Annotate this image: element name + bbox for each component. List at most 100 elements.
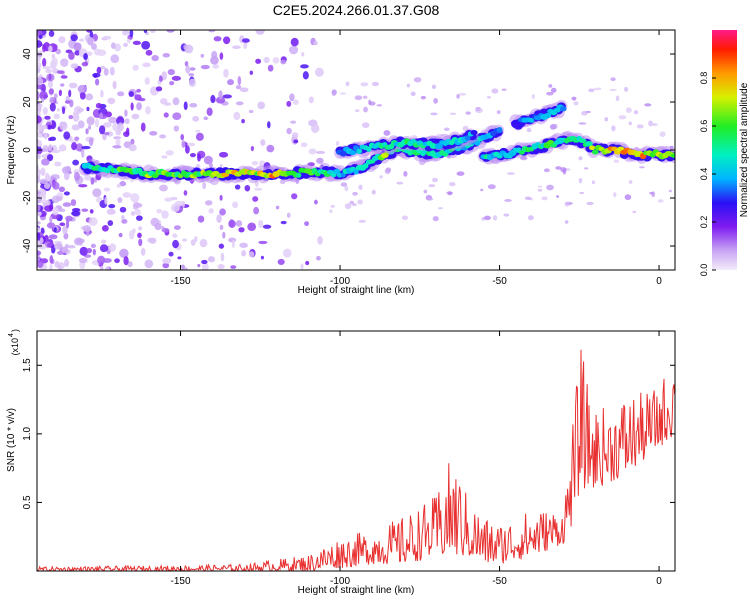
noise-blob [119, 206, 127, 213]
noise-blob [195, 129, 201, 133]
noise-blob [143, 30, 148, 34]
noise-blob [154, 223, 162, 231]
noise-blob [184, 145, 190, 154]
noise-blob [492, 215, 498, 221]
heatmap-y-tick-label: 0 [22, 147, 33, 153]
noise-blob [360, 82, 369, 87]
noise-blob [86, 116, 95, 126]
noise-blob [262, 224, 272, 229]
noise-blob [651, 191, 656, 198]
noise-blob [37, 152, 41, 160]
noise-blob [48, 80, 53, 89]
noise-blob [49, 136, 57, 142]
noise-blob [70, 63, 79, 69]
noise-blob [101, 239, 107, 244]
noise-blob [37, 115, 42, 124]
noise-blob [114, 258, 120, 264]
noise-blob [504, 199, 512, 202]
noise-blob [219, 163, 223, 168]
noise-blob [219, 224, 224, 230]
noise-blob [183, 190, 188, 196]
noise-blob [126, 38, 131, 44]
noise-blob [354, 109, 360, 112]
noise-blob [170, 203, 180, 212]
noise-blob [358, 184, 363, 190]
noise-blob [588, 88, 595, 93]
noise-blob [531, 93, 535, 100]
noise-blob [253, 187, 263, 191]
noise-blob [130, 102, 134, 111]
noise-blob [48, 234, 58, 240]
noise-blob [258, 240, 268, 245]
noise-blob [241, 38, 250, 43]
noise-blob [86, 247, 93, 254]
noise-blob [180, 133, 184, 141]
noise-blob [632, 210, 637, 214]
snr-series-line [37, 349, 675, 571]
noise-blob [116, 116, 125, 126]
noise-blob [524, 196, 532, 201]
noise-blob [181, 140, 186, 149]
noise-blob [88, 217, 98, 227]
noise-blob [44, 204, 54, 212]
noise-blob [628, 179, 633, 184]
heatmap-y-axis-label: Frequency (Hz) [6, 116, 17, 185]
noise-blob [648, 120, 653, 127]
noise-blob [458, 92, 467, 96]
noise-blob [208, 162, 214, 168]
noise-blob [85, 128, 89, 135]
noise-blob [128, 144, 137, 152]
noise-blob [199, 238, 208, 248]
noise-blob [237, 75, 242, 86]
noise-blob [132, 40, 142, 46]
heatmap-y-tick-label: -40 [22, 238, 33, 253]
noise-blob [122, 30, 130, 36]
noise-blob [189, 103, 198, 108]
noise-blob [197, 153, 201, 162]
noise-blob [124, 118, 130, 125]
noise-blob [201, 263, 209, 270]
noise-blob [182, 238, 188, 242]
noise-blob [74, 136, 80, 141]
heatmap-y-tick-label: -20 [22, 190, 33, 205]
noise-blob [75, 143, 84, 152]
noise-blob [172, 239, 179, 249]
noise-blob [70, 34, 78, 42]
noise-blob [76, 107, 85, 113]
noise-blob [132, 64, 139, 71]
noise-blob [431, 84, 437, 90]
noise-blob [339, 92, 347, 95]
noise-blob [308, 148, 317, 155]
noise-blob [48, 144, 53, 152]
noise-blob [73, 171, 80, 181]
heatmap-x-tick-label: 0 [656, 276, 662, 287]
noise-blob [255, 30, 265, 35]
noise-blob [192, 115, 200, 122]
noise-blob [60, 83, 65, 87]
noise-blob [613, 192, 617, 198]
noise-blob [291, 132, 299, 139]
noise-blob [371, 81, 379, 87]
noise-blob [56, 107, 61, 112]
noise-blob [37, 175, 40, 184]
noise-blob [47, 124, 52, 130]
noise-blob [604, 117, 609, 122]
noise-blob [72, 159, 80, 166]
colorbar-tick-label: 0.6 [699, 120, 709, 133]
noise-blob [548, 84, 553, 88]
noise-blob [100, 89, 104, 98]
noise-blob [62, 225, 68, 235]
noise-blob [383, 130, 391, 136]
heatmap-x-tick-label: -100 [330, 276, 350, 287]
noise-blob [39, 199, 50, 204]
noise-blob [37, 139, 43, 147]
noise-blob [61, 246, 69, 254]
noise-blob [136, 102, 142, 111]
noise-blob [584, 167, 589, 170]
noise-blob [564, 201, 571, 207]
noise-blob [217, 264, 225, 270]
heatmap-x-tick-label: -50 [492, 276, 507, 287]
noise-blob [251, 160, 259, 166]
noise-blob [423, 189, 428, 194]
noise-blob [68, 114, 74, 120]
